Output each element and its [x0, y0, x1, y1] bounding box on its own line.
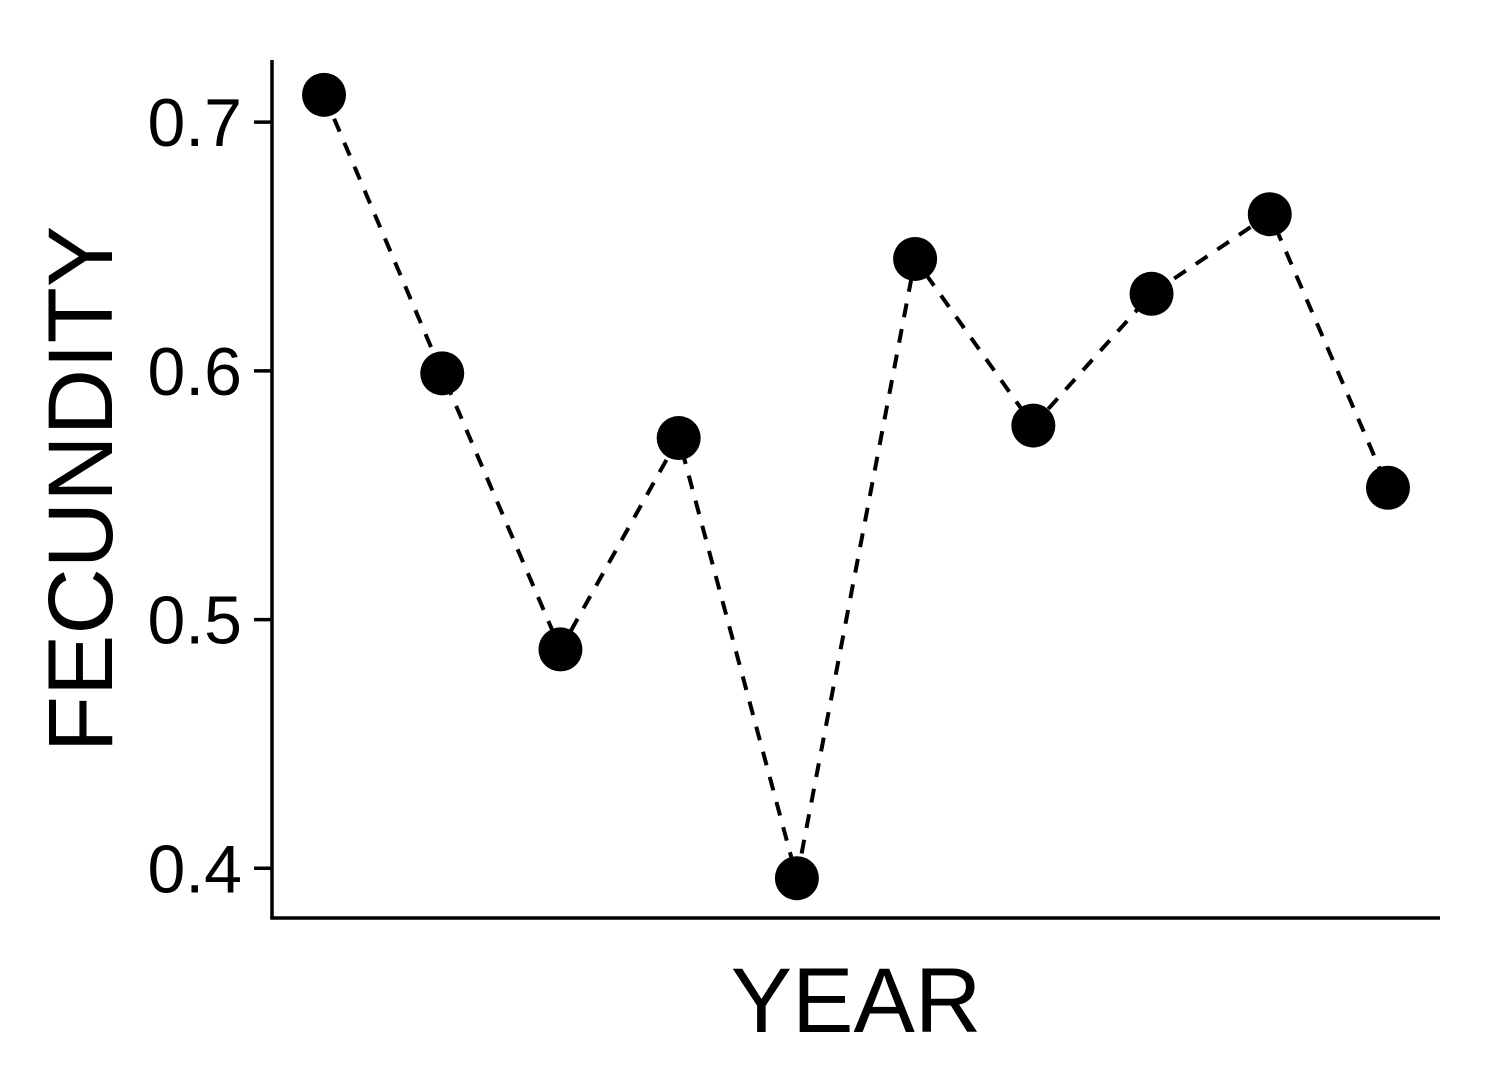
data-point — [1129, 271, 1174, 316]
data-point — [538, 627, 583, 672]
series-line — [322, 94, 1390, 879]
y-axis-ticks: 0.4 0.5 0.6 0.7 — [147, 85, 272, 907]
y-axis-title: FECUNDITY — [30, 226, 132, 752]
y-tick-label: 0.7 — [147, 85, 242, 161]
data-point — [893, 236, 938, 281]
data-point — [302, 72, 347, 117]
series — [322, 94, 1390, 879]
y-tick-label: 0.5 — [147, 583, 242, 659]
data-point — [656, 416, 701, 461]
x-axis-title: YEAR — [731, 950, 982, 1052]
data-points — [302, 72, 1410, 901]
y-tick-label: 0.4 — [147, 831, 242, 907]
data-point — [420, 351, 465, 396]
data-point — [1365, 465, 1410, 510]
y-tick-label: 0.6 — [147, 334, 242, 410]
axes — [270, 60, 1440, 920]
data-point — [1247, 192, 1292, 237]
data-point — [1011, 403, 1056, 448]
data-point — [774, 856, 819, 901]
